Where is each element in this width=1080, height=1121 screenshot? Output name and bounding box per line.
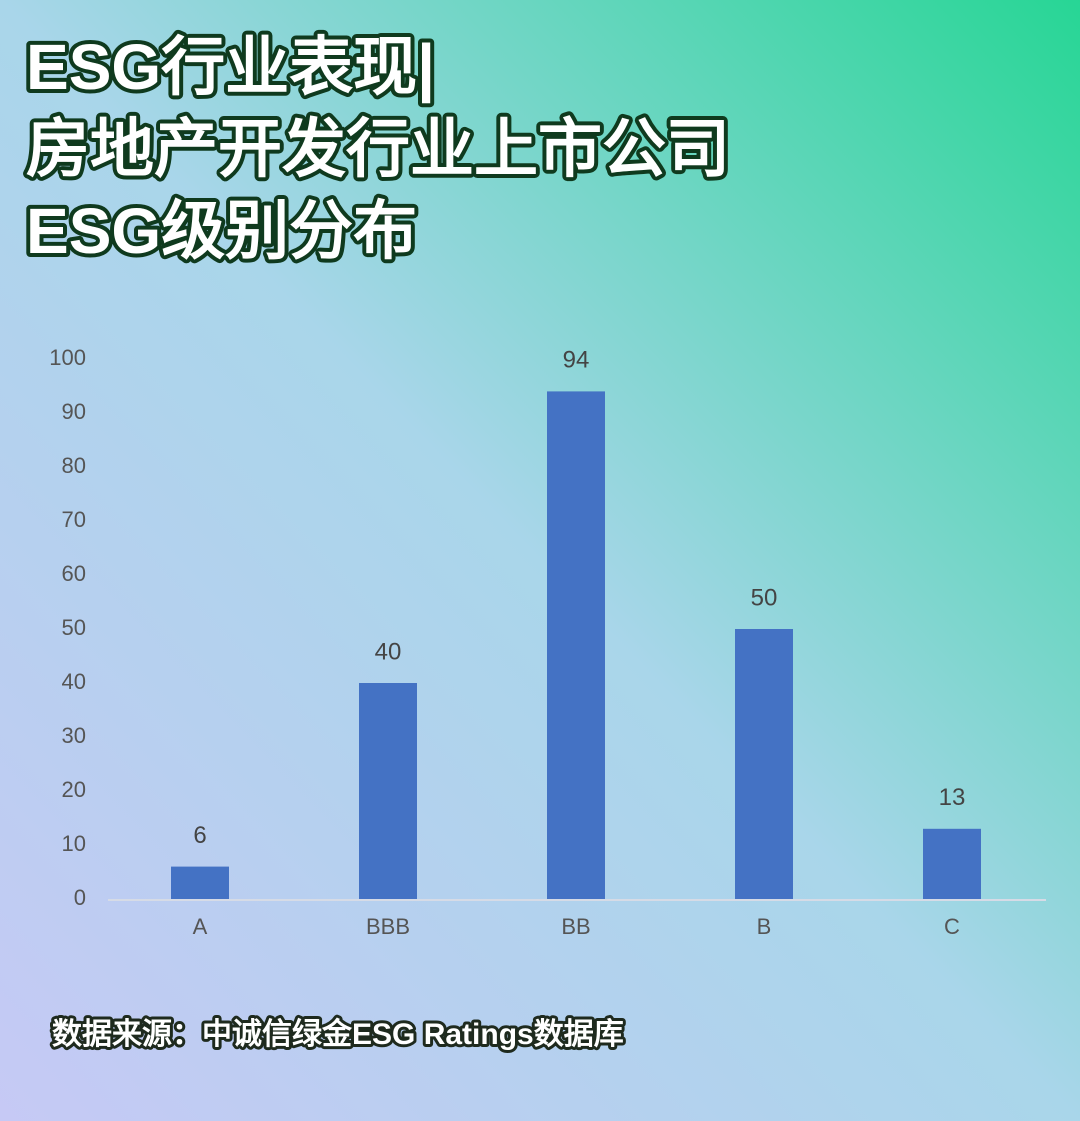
y-tick-label: 30 bbox=[62, 723, 86, 748]
y-tick-label: 90 bbox=[62, 399, 86, 424]
data-label: 50 bbox=[751, 584, 778, 611]
chart-title: ESG行业表现| bbox=[26, 31, 435, 104]
source-note: 数据来源：中诚信绿金ESG Ratings数据库 bbox=[52, 1017, 624, 1051]
y-tick-label: 50 bbox=[62, 615, 86, 640]
bar bbox=[171, 866, 229, 899]
y-tick-label: 40 bbox=[62, 669, 86, 694]
y-tick-label: 20 bbox=[62, 777, 86, 802]
data-label: 94 bbox=[563, 347, 590, 374]
data-label: 13 bbox=[939, 784, 966, 811]
x-tick-label: BBB bbox=[366, 914, 410, 939]
data-label: 40 bbox=[375, 638, 402, 665]
bar bbox=[359, 683, 417, 899]
y-tick-label: 60 bbox=[62, 561, 86, 586]
data-label: 6 bbox=[193, 822, 206, 849]
y-tick-label: 0 bbox=[74, 885, 86, 910]
bar bbox=[547, 391, 605, 899]
y-tick-label: 10 bbox=[62, 831, 86, 856]
chart-title: 房地产开发行业上市公司 bbox=[26, 113, 730, 185]
x-tick-label: C bbox=[944, 914, 960, 939]
chart-title: ESG级别分布 bbox=[26, 195, 417, 267]
bar bbox=[735, 629, 793, 899]
bar bbox=[923, 828, 981, 899]
x-tick-label: BB bbox=[561, 914, 590, 939]
x-tick-label: B bbox=[757, 914, 772, 939]
y-tick-label: 70 bbox=[62, 507, 86, 532]
y-tick-label: 100 bbox=[49, 345, 86, 370]
y-tick-label: 80 bbox=[62, 453, 86, 478]
x-tick-label: A bbox=[193, 914, 208, 939]
